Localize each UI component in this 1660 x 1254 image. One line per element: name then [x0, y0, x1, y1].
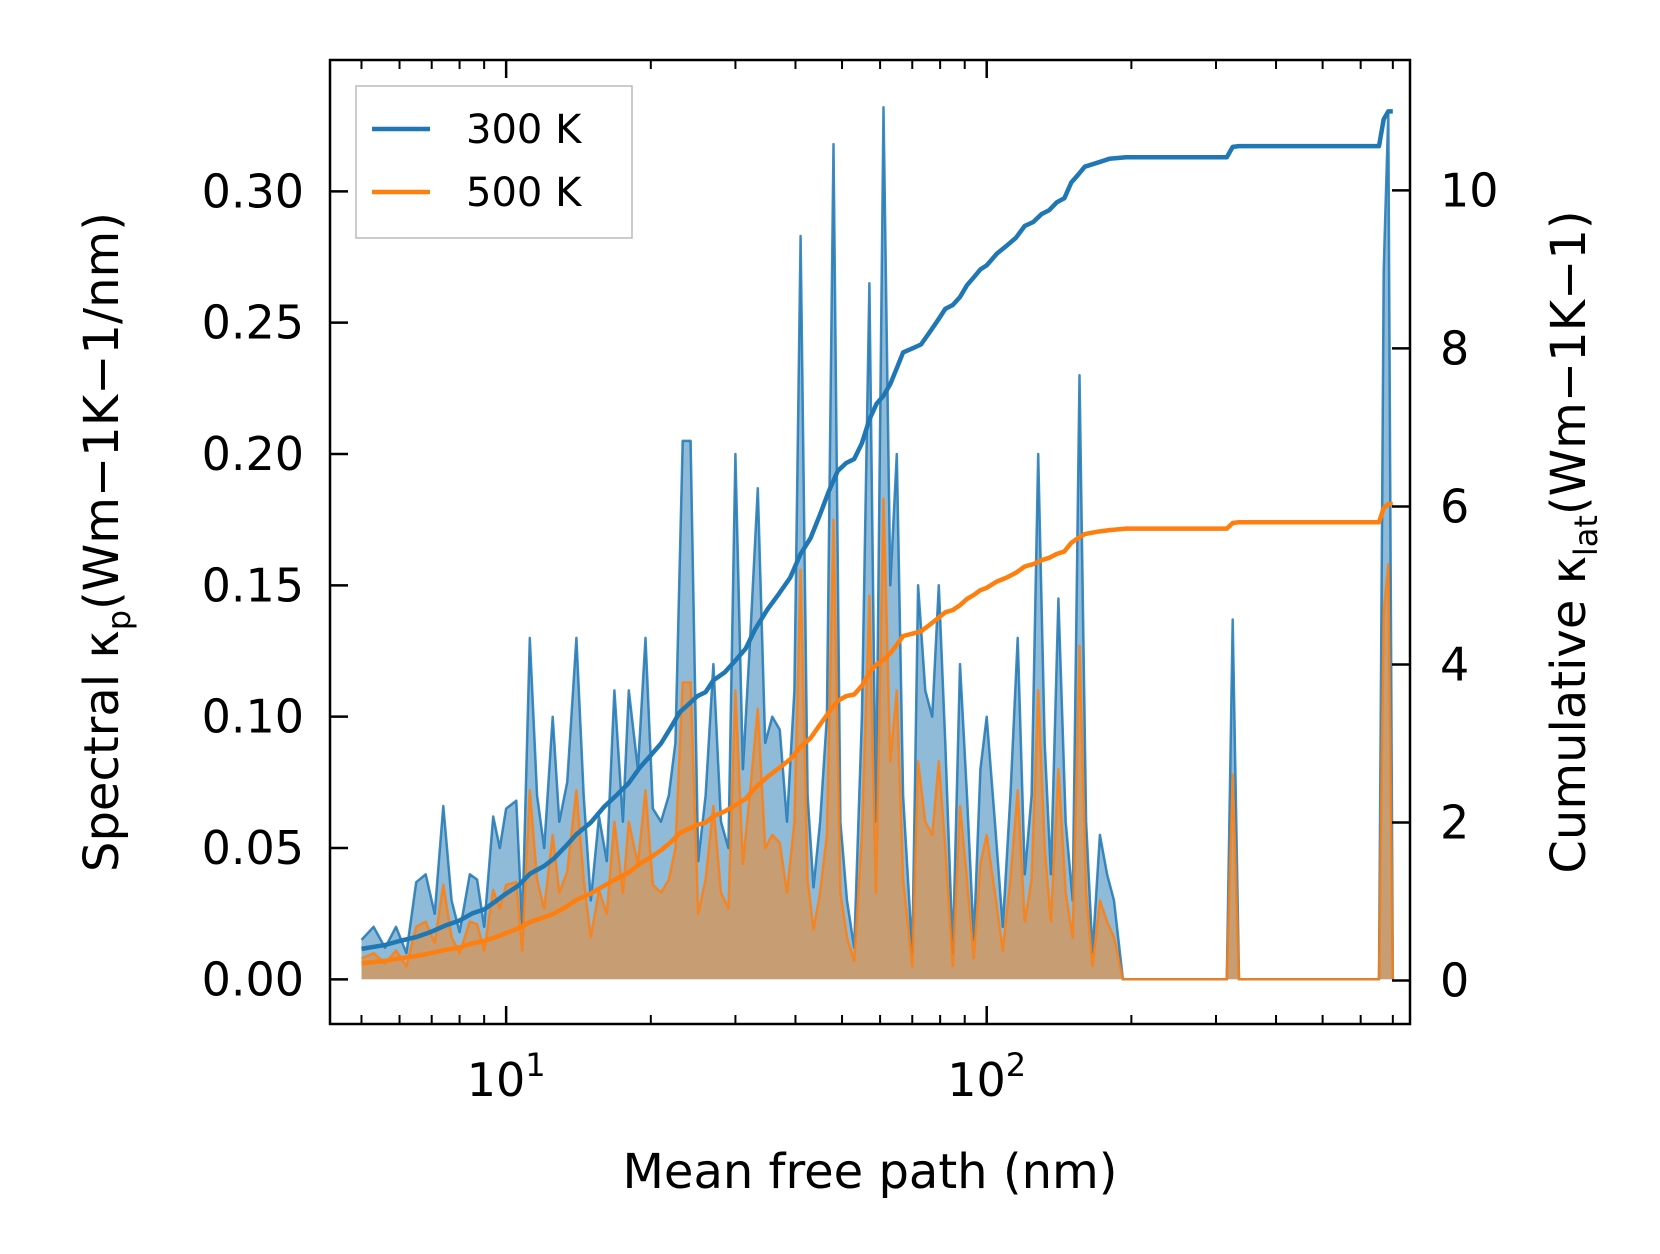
y-left-tick-label: 0.30 [202, 164, 304, 218]
y-right-tick-label: 4 [1440, 637, 1469, 691]
y-right-title-sub: lat [1567, 515, 1605, 556]
x-tick-label-base: 10 [467, 1053, 526, 1107]
y-left-tick-label: 0.15 [202, 558, 304, 612]
legend: 300 K 500 K [355, 85, 633, 239]
y-left-tick-label: 0.20 [202, 427, 304, 481]
spectral-line-500k [361, 497, 1395, 981]
x-tick-label-exp: 2 [1006, 1046, 1026, 1084]
y-right-axis-title: Cumulative κlat(Wm−1K−1) [1541, 210, 1605, 873]
y-left-tick-label: 0.25 [202, 296, 304, 350]
y-left-title-unit: (Wm−1K−1/nm) [74, 212, 130, 610]
y-left-tick-label: 0.10 [202, 690, 304, 744]
y-right-tick-label: 10 [1440, 163, 1499, 217]
plot-frame [328, 58, 1412, 1026]
y-left-tick-label: 0.05 [202, 821, 304, 875]
y-right-tick-label: 6 [1440, 479, 1469, 533]
y-right-tick-label: 2 [1440, 796, 1469, 850]
y-left-tick-label: 0.00 [202, 952, 304, 1006]
x-tick-label: 101 [467, 1046, 546, 1107]
x-tick-label-base: 10 [947, 1053, 1006, 1107]
y-left-title-sub: p [100, 610, 138, 630]
legend-label-500k: 500 K [466, 170, 583, 216]
x-tick-label: 102 [947, 1046, 1026, 1107]
series-lines [361, 109, 1393, 966]
cumulative-line-500k [361, 501, 1393, 966]
y-right-title-unit: (Wm−1K−1) [1541, 210, 1597, 515]
y-right-tick-label: 8 [1440, 321, 1469, 375]
legend-box [355, 85, 633, 239]
y-right-tick-label: 0 [1440, 954, 1469, 1008]
y-right-title-main: Cumulative κ [1541, 556, 1597, 874]
cumulative-line-300k [361, 109, 1393, 952]
x-tick-label-exp: 1 [525, 1046, 545, 1084]
y-left-axis-title: Spectral κp(Wm−1K−1/nm) [74, 212, 138, 872]
y-left-title-main: Spectral κ [74, 630, 130, 872]
x-axis-title: Mean free path (nm) [623, 1144, 1118, 1200]
legend-label-300k: 300 K [466, 107, 583, 153]
tick-labels: 101 1020.000.050.100.150.200.250.30024681… [202, 163, 1499, 1107]
axis-ticks [330, 60, 1410, 1024]
